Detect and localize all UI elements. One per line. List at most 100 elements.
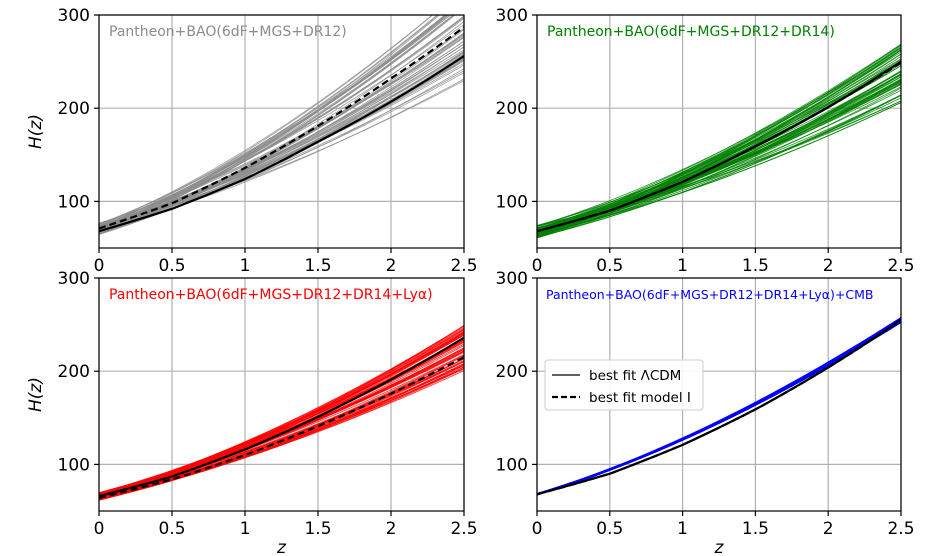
x-tick-label: 0.5 [596, 519, 623, 539]
x-tick-label: 0 [94, 519, 105, 539]
sample-curve [537, 44, 901, 231]
y-axis-label: H(z) [26, 377, 46, 412]
sample-curve [537, 46, 901, 234]
axes-frame [98, 14, 465, 249]
sample-curve [99, 15, 456, 232]
sample-curve [99, 332, 464, 499]
sample-curve [537, 43, 901, 230]
panel-annotation: Pantheon+BAO(6dF+MGS+DR12+DR14+Lyα)+CMB [546, 287, 873, 302]
x-tick-label: 2.5 [887, 256, 914, 276]
y-tick-label: 200 [496, 99, 528, 119]
sample-curve [99, 331, 464, 498]
sample-curve [99, 328, 464, 500]
y-tick-label: 100 [496, 192, 528, 212]
x-tick-label: 1.5 [304, 256, 331, 276]
sample-curve [99, 15, 448, 232]
sample-curve [99, 49, 464, 227]
sample-curve [99, 325, 464, 501]
sample-curve [99, 15, 456, 233]
x-tick-label: 1.5 [742, 519, 769, 539]
x-tick-label: 1.5 [304, 519, 331, 539]
sample-curve [537, 74, 901, 229]
sample-curve [537, 61, 901, 231]
sample-curve [99, 350, 464, 494]
series-model-i-line [99, 356, 464, 500]
sample-curve [99, 329, 464, 496]
sample-curve [99, 370, 464, 499]
x-tick-label: 2.5 [887, 519, 914, 539]
sample-curve [99, 16, 464, 229]
x-tick-label: 0 [532, 519, 543, 539]
sample-curve [99, 24, 464, 225]
y-tick-label: 200 [496, 362, 528, 382]
sample-curves [537, 43, 901, 239]
sample-curve [537, 44, 901, 234]
y-tick-label: 300 [496, 269, 528, 289]
x-axis-label: z [714, 538, 725, 556]
y-tick-label: 100 [496, 455, 528, 475]
x-tick-label: 1 [240, 519, 251, 539]
series-lcdm-line [99, 336, 464, 498]
sample-curve [99, 329, 464, 497]
legend: best fit ΛCDM best fit model I [544, 359, 704, 411]
x-tick-label: 2.5 [450, 519, 477, 539]
x-tick-label: 1.5 [742, 256, 769, 276]
panel-top-left: 0 0.5 1 1.5 2 2.5 100 200 300 H(z) Pantheon+BAO(6d… [26, 6, 478, 276]
sample-curve [537, 51, 901, 231]
series-model-i-line [99, 26, 464, 230]
sample-curve [99, 325, 464, 501]
y-tick-label: 300 [496, 6, 528, 26]
x-tick-label: 2 [386, 256, 397, 276]
sample-curve [537, 319, 901, 494]
sample-curve [537, 49, 901, 230]
sample-curve [537, 45, 901, 235]
axes-frame [98, 277, 465, 512]
x-tick-label: 2 [386, 519, 397, 539]
panel-bottom-right: 0 0.5 1 1.5 2 2.5 100 200 300 z Pantheon+BAO(6dF+M… [496, 269, 915, 556]
sample-curve [99, 15, 464, 228]
sample-curve [99, 351, 464, 493]
sample-curves [99, 325, 464, 501]
x-tick-label: 1 [240, 256, 251, 276]
sample-curve [99, 34, 464, 224]
y-tick-label: 300 [58, 269, 90, 289]
x-tick-label: 1 [677, 256, 688, 276]
sample-curve [537, 94, 901, 236]
panel-annotation: Pantheon+BAO(6dF+MGS+DR12+DR14) [547, 24, 835, 40]
series-model-i-line [537, 61, 901, 233]
sample-curve [537, 47, 901, 227]
sample-curve [99, 15, 454, 230]
panel-bottom-left: 0 0.5 1 1.5 2 2.5 100 200 300 H(z) z Pantheon+BAO(6… [26, 269, 478, 556]
x-tick-label: 2 [823, 519, 834, 539]
x-tick-label: 1 [677, 519, 688, 539]
sample-curve [99, 325, 464, 496]
sample-curve [99, 331, 464, 499]
sample-curve [99, 53, 464, 228]
axes-frame [536, 14, 902, 249]
y-tick-label: 200 [58, 362, 90, 382]
x-tick-label: 0.5 [596, 256, 623, 276]
sample-curve [99, 354, 464, 495]
x-tick-label: 0.5 [158, 256, 185, 276]
sample-curve [99, 327, 464, 496]
sample-curve [99, 15, 433, 226]
sample-curve [99, 16, 464, 226]
sample-curve [537, 76, 901, 230]
panel-top-right: 0 0.5 1 1.5 2 2.5 100 200 300 Pantheon+BAO(6dF+MG… [496, 6, 915, 276]
sample-curve [99, 331, 464, 501]
sample-curve [99, 367, 464, 498]
sample-curves [99, 15, 464, 235]
sample-curve [99, 366, 464, 500]
legend-box [544, 359, 704, 411]
sample-curve [99, 332, 464, 495]
y-tick-label: 200 [58, 99, 90, 119]
sample-curve [99, 332, 464, 496]
series-lcdm-line [537, 60, 901, 233]
panel-annotation: Pantheon+BAO(6dF+MGS+DR12+DR14+Lyα) [109, 287, 433, 303]
x-tick-label: 0 [532, 256, 543, 276]
y-tick-label: 100 [58, 455, 90, 475]
y-tick-label: 100 [58, 192, 90, 212]
sample-curve [537, 58, 901, 227]
x-tick-label: 0 [94, 256, 105, 276]
